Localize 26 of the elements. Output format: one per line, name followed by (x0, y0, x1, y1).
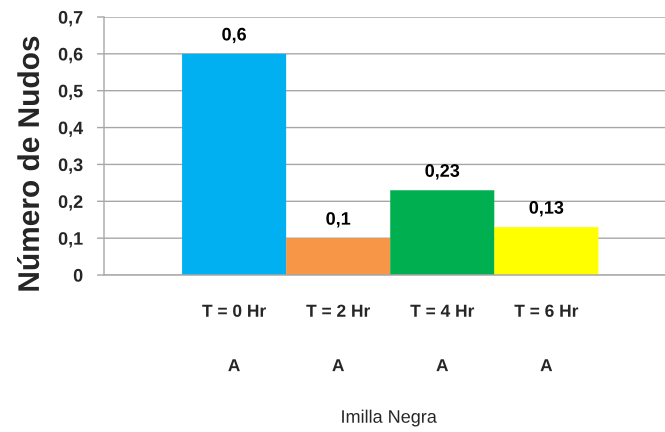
x-tick-label: T = 4 Hr (410, 304, 474, 317)
text: A (436, 359, 448, 372)
bar (286, 238, 390, 275)
text: A (228, 359, 240, 372)
y-tick-label: 0,5 (58, 84, 83, 100)
text: A (540, 359, 552, 372)
data-label: 0,13 (529, 201, 564, 216)
text: Imilla Negra (342, 410, 437, 426)
y-tick-label: 0,7 (58, 10, 82, 26)
bar (494, 227, 598, 275)
x-tick-label: T = 2 Hr (306, 304, 370, 317)
bar (390, 190, 494, 275)
x-tick-label: T = 0 Hr (202, 304, 266, 317)
y-tick-label: 0 (74, 268, 82, 282)
y-axis-title: Número de Nudos (17, 36, 40, 291)
bar (182, 54, 286, 275)
y-tick-label: 0,1 (58, 232, 83, 248)
data-label: 0,23 (425, 164, 460, 180)
text: A (332, 359, 344, 372)
data-label: 0,6 (222, 28, 246, 44)
y-tick-label: 0,2 (58, 195, 82, 211)
x-tick-label: T = 6 Hr (514, 304, 578, 317)
data-label: 0,1 (326, 212, 350, 228)
y-tick-label: 0,4 (58, 122, 84, 137)
y-tick-label: 0,3 (58, 158, 83, 174)
y-tick-label: 0,6 (58, 48, 83, 64)
